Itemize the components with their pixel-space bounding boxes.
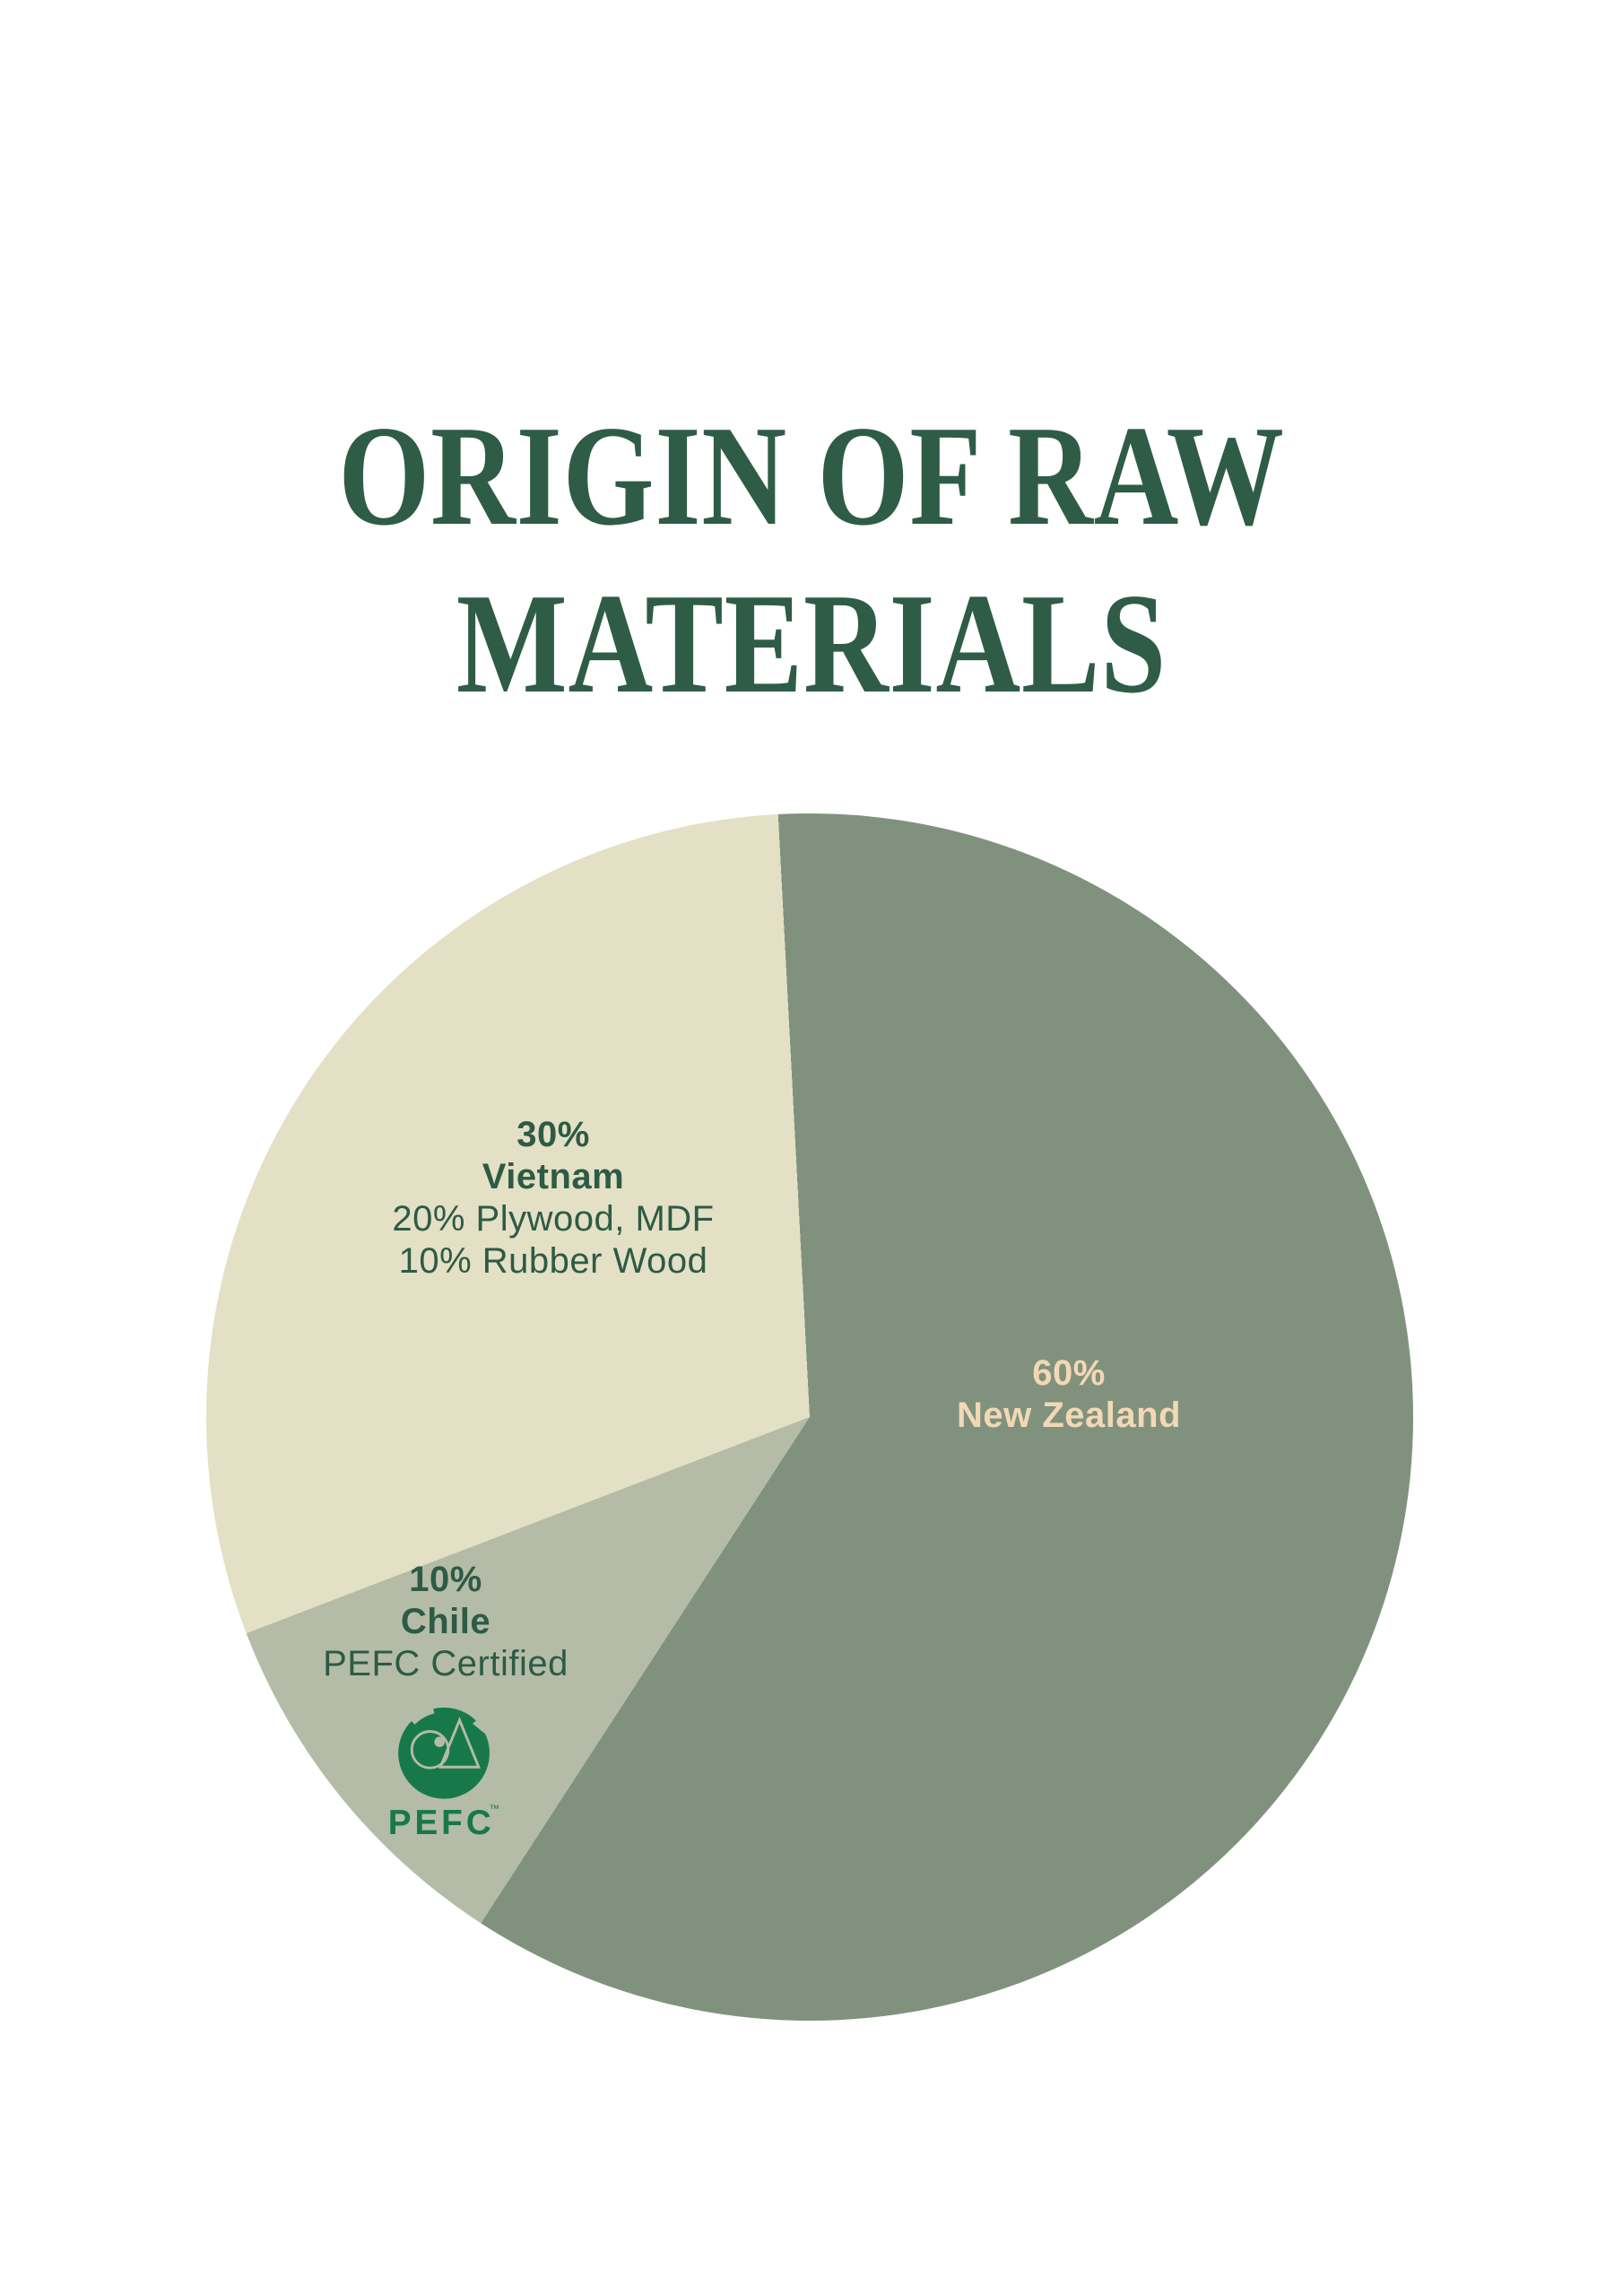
title-line-2: MATERIALS: [456, 563, 1167, 724]
slice-detail-rubber: 10% Rubber Wood: [398, 1241, 708, 1281]
slice-name-chile: Chile: [400, 1602, 491, 1641]
slice-pct-chile: 10%: [409, 1560, 482, 1599]
pefc-wordmark: PEFC: [389, 1804, 495, 1842]
slice-pct-vietnam: 30%: [516, 1115, 590, 1154]
pefc-logo: PEFC ™: [389, 1704, 502, 1844]
title-line-1: ORIGIN OF RAW: [338, 396, 1285, 556]
pefc-trademark: ™: [489, 1804, 499, 1815]
slice-name-vietnam: Vietnam: [482, 1157, 625, 1196]
page-title: ORIGIN OF RAW MATERIALS: [146, 392, 1477, 727]
pefc-emblem-icon: PEFC ™: [389, 1707, 499, 1842]
pie-chart: [206, 813, 1413, 2021]
slice-name-new-zealand: New Zealand: [956, 1396, 1182, 1435]
slice-detail-plywood: 20% Plywood, MDF: [392, 1199, 715, 1239]
slice-pct-new-zealand: 60%: [1032, 1353, 1106, 1393]
slice-detail-certified: PEFC Certified: [323, 1644, 568, 1683]
slice-label-chile: 10% Chile PEFC Certified: [323, 1559, 568, 1685]
slice-label-vietnam: 30% Vietnam 20% Plywood, MDF 10% Rubber …: [392, 1114, 714, 1283]
slice-label-new-zealand: 60% New Zealand: [957, 1352, 1181, 1437]
